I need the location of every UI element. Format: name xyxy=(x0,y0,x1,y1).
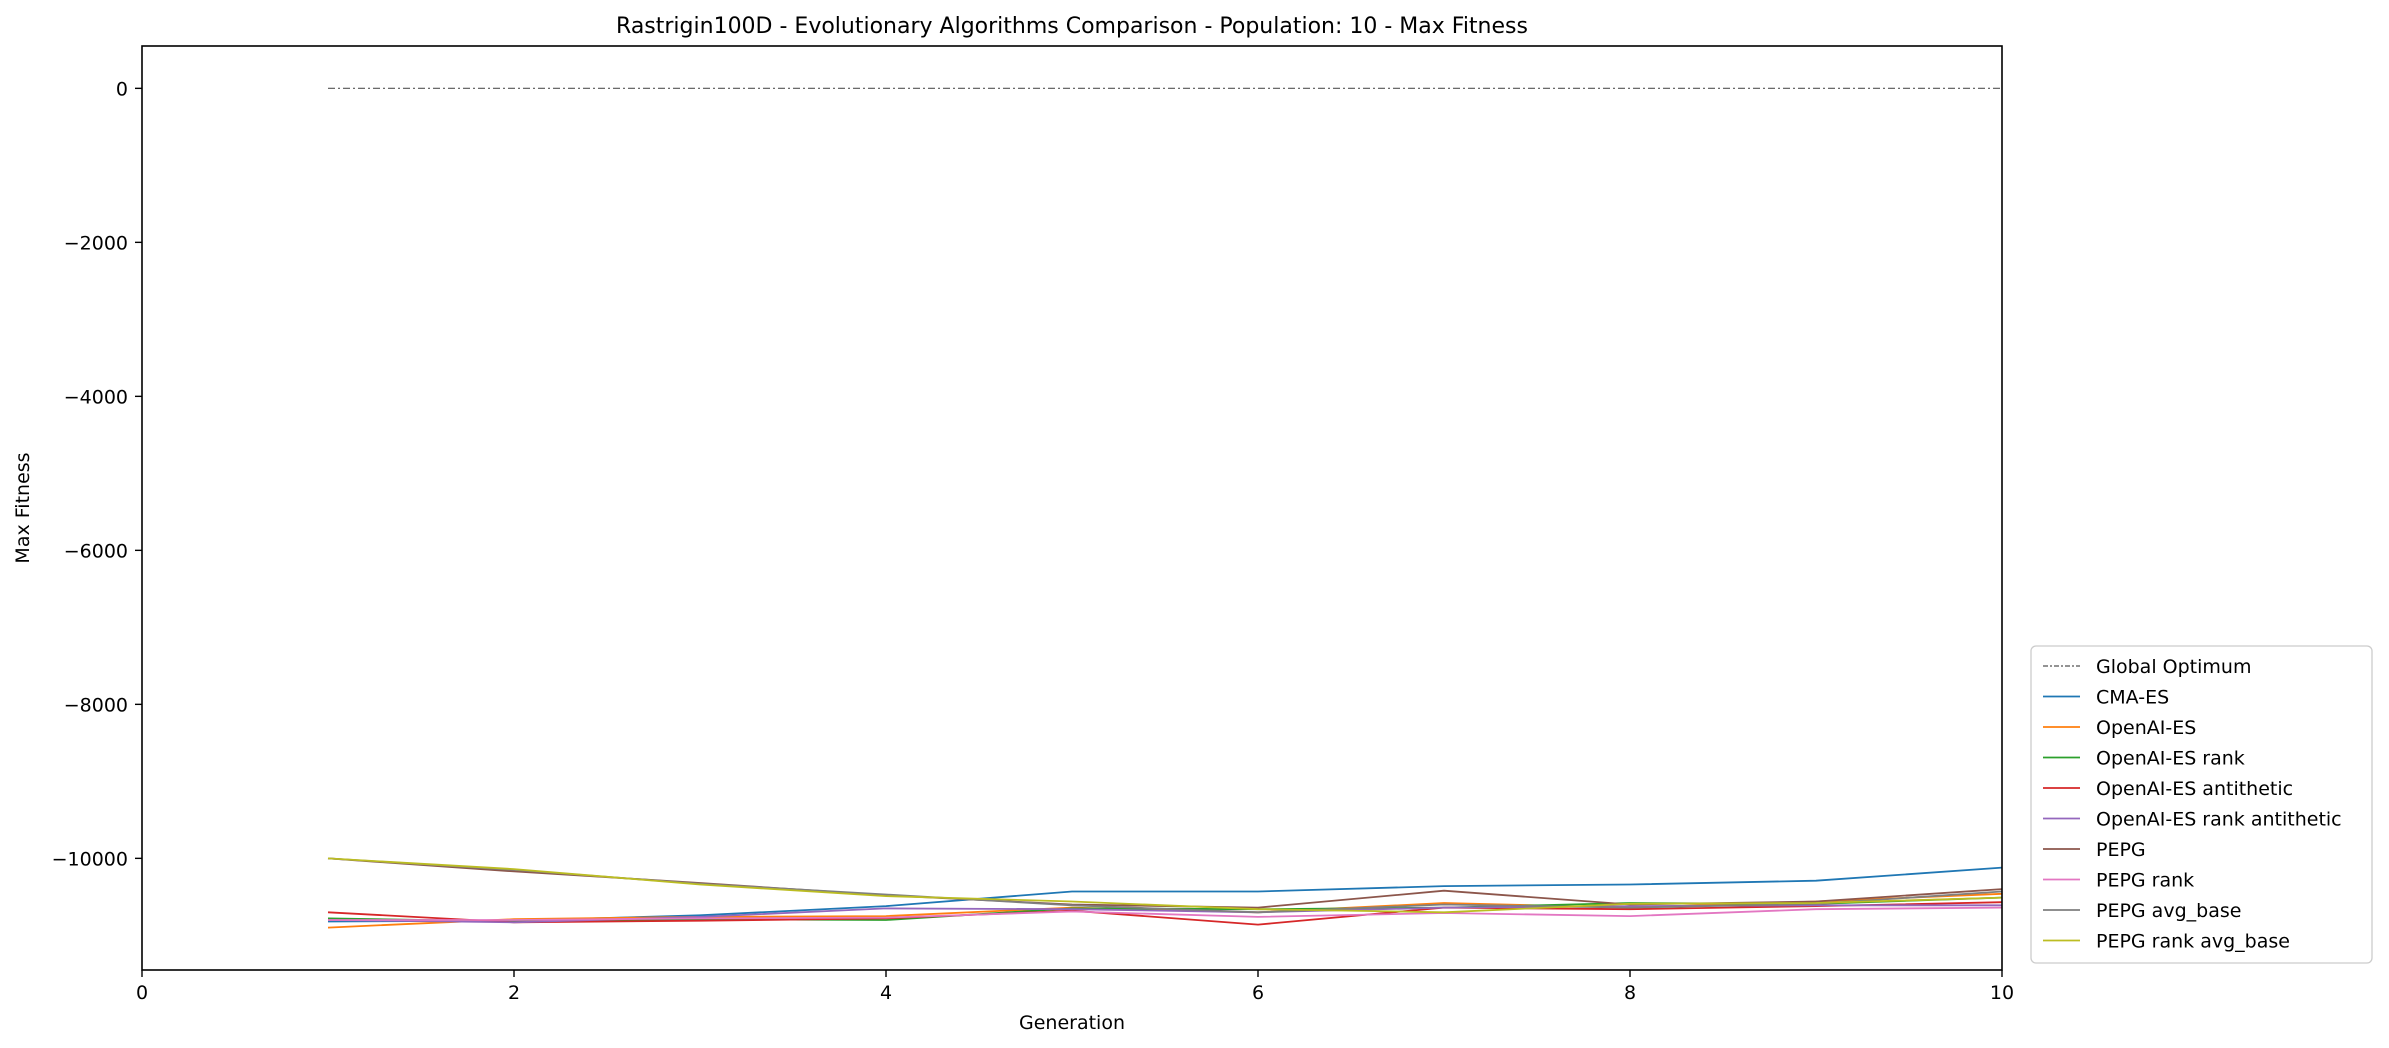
legend-box xyxy=(2030,645,2373,964)
x-tick-label: 10 xyxy=(1990,982,2014,1004)
x-tick-label: 8 xyxy=(1624,982,1636,1004)
plot-frame xyxy=(141,45,2003,971)
y-tick-label: −10000 xyxy=(52,848,128,870)
legend-label: OpenAI-ES antithetic xyxy=(2096,778,2293,800)
x-tick-label: 6 xyxy=(1252,982,1264,1004)
legend: Global Optimum CMA-ES OpenAI-ES OpenAI-ES r… xyxy=(2030,645,2373,964)
y-tick-label: −2000 xyxy=(64,232,128,254)
legend-label: Global Optimum xyxy=(2096,656,2251,678)
plot-area xyxy=(141,45,2003,971)
legend-label: OpenAI-ES rank xyxy=(2096,748,2245,770)
x-tick-label: 2 xyxy=(508,982,520,1004)
series-layer xyxy=(327,87,2003,929)
legend-label: OpenAI-ES xyxy=(2096,717,2196,739)
legend-label: OpenAI-ES rank antithetic xyxy=(2096,809,2342,831)
y-tick-label: −4000 xyxy=(64,386,128,408)
series-line-pepg-rank-avg-base xyxy=(327,857,2003,914)
legend-label: PEPG avg_base xyxy=(2096,900,2241,922)
legend-label: PEPG rank xyxy=(2096,870,2194,892)
legend-label: PEPG xyxy=(2096,839,2146,861)
series-line-pepg xyxy=(327,857,2003,909)
y-tick-label: −8000 xyxy=(64,694,128,716)
y-tick-label: −6000 xyxy=(64,540,128,562)
y-tick-label: 0 xyxy=(116,78,128,100)
series-line-pepg-rank xyxy=(328,906,2003,921)
legend-label: PEPG rank avg_base xyxy=(2096,931,2290,953)
x-tick-label: 4 xyxy=(880,982,892,1004)
y-axis: 0 −2000 −4000 −6000 −8000 −10000 xyxy=(52,78,142,870)
series-line-openai-es-antithetic xyxy=(327,901,2003,926)
x-tick-label: 0 xyxy=(136,982,148,1004)
chart-title: Rastrigin100D - Evolutionary Algorithms … xyxy=(616,14,1528,39)
x-axis-label: Generation xyxy=(1019,1012,1125,1034)
x-axis: 0 2 4 6 8 10 xyxy=(136,970,2014,1004)
y-axis-label: Max Fitness xyxy=(12,452,34,563)
legend-label: CMA-ES xyxy=(2096,687,2169,709)
